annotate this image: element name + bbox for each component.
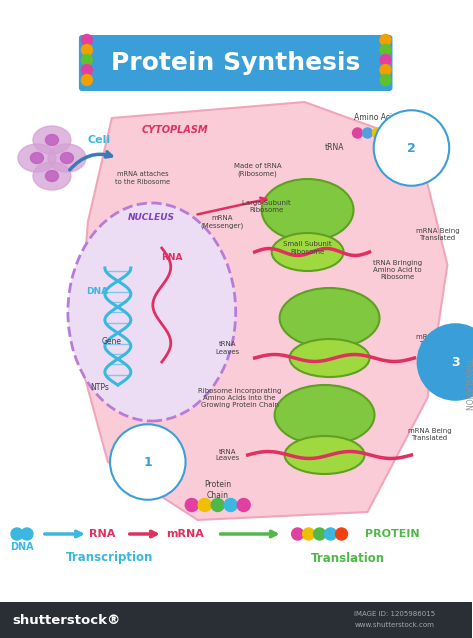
Text: tRNA: tRNA (325, 144, 344, 152)
Text: RNA: RNA (88, 529, 115, 539)
Circle shape (81, 45, 92, 56)
Ellipse shape (61, 152, 73, 163)
Circle shape (185, 498, 198, 512)
Circle shape (352, 128, 362, 138)
Ellipse shape (45, 135, 59, 145)
Text: Transcription: Transcription (66, 551, 154, 565)
Text: TRANSCRIPTION: TRANSCRIPTION (114, 443, 182, 452)
Ellipse shape (285, 436, 365, 474)
Text: Ribosome Incorporating
Amino Acids into the
Growing Protein Chain: Ribosome Incorporating Amino Acids into … (198, 388, 281, 408)
Text: NUCLEUS: NUCLEUS (128, 214, 175, 223)
Circle shape (335, 528, 348, 540)
Text: tRNA
Leaves: tRNA Leaves (216, 449, 240, 461)
Circle shape (211, 498, 224, 512)
Ellipse shape (275, 385, 375, 445)
Ellipse shape (280, 288, 379, 348)
Text: DNA: DNA (10, 542, 34, 552)
Bar (0, 602, 473, 638)
Polygon shape (78, 102, 447, 520)
Text: Large Subunit
Ribosome: Large Subunit Ribosome (242, 200, 291, 214)
Circle shape (380, 54, 391, 66)
Text: IMAGE ID: 1205986015: IMAGE ID: 1205986015 (354, 611, 435, 617)
Ellipse shape (68, 203, 236, 421)
Ellipse shape (33, 162, 71, 190)
Ellipse shape (45, 170, 59, 181)
Text: PROTEIN: PROTEIN (365, 529, 419, 539)
Ellipse shape (48, 144, 86, 172)
FancyBboxPatch shape (79, 35, 393, 91)
Circle shape (380, 75, 391, 85)
Circle shape (292, 528, 304, 540)
Text: NTPs: NTPs (90, 383, 109, 392)
Circle shape (81, 64, 92, 75)
Ellipse shape (33, 126, 71, 154)
Text: TRANSLATION: TRANSLATION (463, 359, 472, 412)
Circle shape (303, 528, 315, 540)
Ellipse shape (262, 179, 353, 241)
Circle shape (198, 498, 211, 512)
Circle shape (224, 498, 237, 512)
Text: 2: 2 (407, 142, 416, 154)
Circle shape (362, 128, 373, 138)
Text: 1: 1 (143, 456, 152, 468)
Text: tRNA
Leaves: tRNA Leaves (216, 341, 240, 355)
Text: Gene: Gene (102, 338, 122, 346)
Circle shape (81, 54, 92, 66)
Text: Protein Synthesis: Protein Synthesis (111, 51, 360, 75)
Text: mRNA attaches
to the Ribosome: mRNA attaches to the Ribosome (115, 172, 170, 184)
Ellipse shape (272, 233, 343, 271)
Text: Small Subunit
Ribosome: Small Subunit Ribosome (283, 242, 332, 255)
Circle shape (237, 498, 250, 512)
Ellipse shape (289, 339, 369, 377)
Circle shape (380, 45, 391, 56)
Text: Amino Acids: Amino Acids (354, 114, 401, 122)
Circle shape (380, 34, 391, 45)
Text: www.shutterstock.com: www.shutterstock.com (355, 622, 434, 628)
Circle shape (314, 528, 325, 540)
Text: DNA: DNA (86, 288, 108, 297)
Text: Cell: Cell (88, 135, 111, 145)
Circle shape (81, 34, 92, 45)
Circle shape (373, 128, 383, 138)
Text: shutterstock®: shutterstock® (12, 614, 120, 627)
Circle shape (11, 528, 23, 540)
Circle shape (21, 528, 33, 540)
Text: RNA: RNA (161, 253, 183, 262)
Ellipse shape (30, 152, 44, 163)
Text: mRNA Being
Translated: mRNA Being Translated (416, 334, 459, 346)
Text: Protein
Chain: Protein Chain (204, 480, 231, 500)
Text: Translation: Translation (310, 551, 385, 565)
Circle shape (324, 528, 337, 540)
Text: mRNA Being
Translated: mRNA Being Translated (416, 228, 459, 242)
Circle shape (81, 75, 92, 85)
Text: CYTOPLASM: CYTOPLASM (141, 125, 208, 135)
Text: tRNA Bringing
Amino Acid to
Ribosome: tRNA Bringing Amino Acid to Ribosome (373, 260, 422, 280)
Text: 3: 3 (451, 355, 460, 369)
Text: mRNA
(Messenger): mRNA (Messenger) (200, 215, 243, 229)
Ellipse shape (18, 144, 56, 172)
Circle shape (380, 64, 391, 75)
Text: Made of tRNA
(Ribosome): Made of tRNA (Ribosome) (234, 163, 281, 177)
Text: mRNA: mRNA (166, 529, 204, 539)
Circle shape (383, 128, 393, 138)
Text: mRNA Being
Translated: mRNA Being Translated (408, 429, 451, 441)
